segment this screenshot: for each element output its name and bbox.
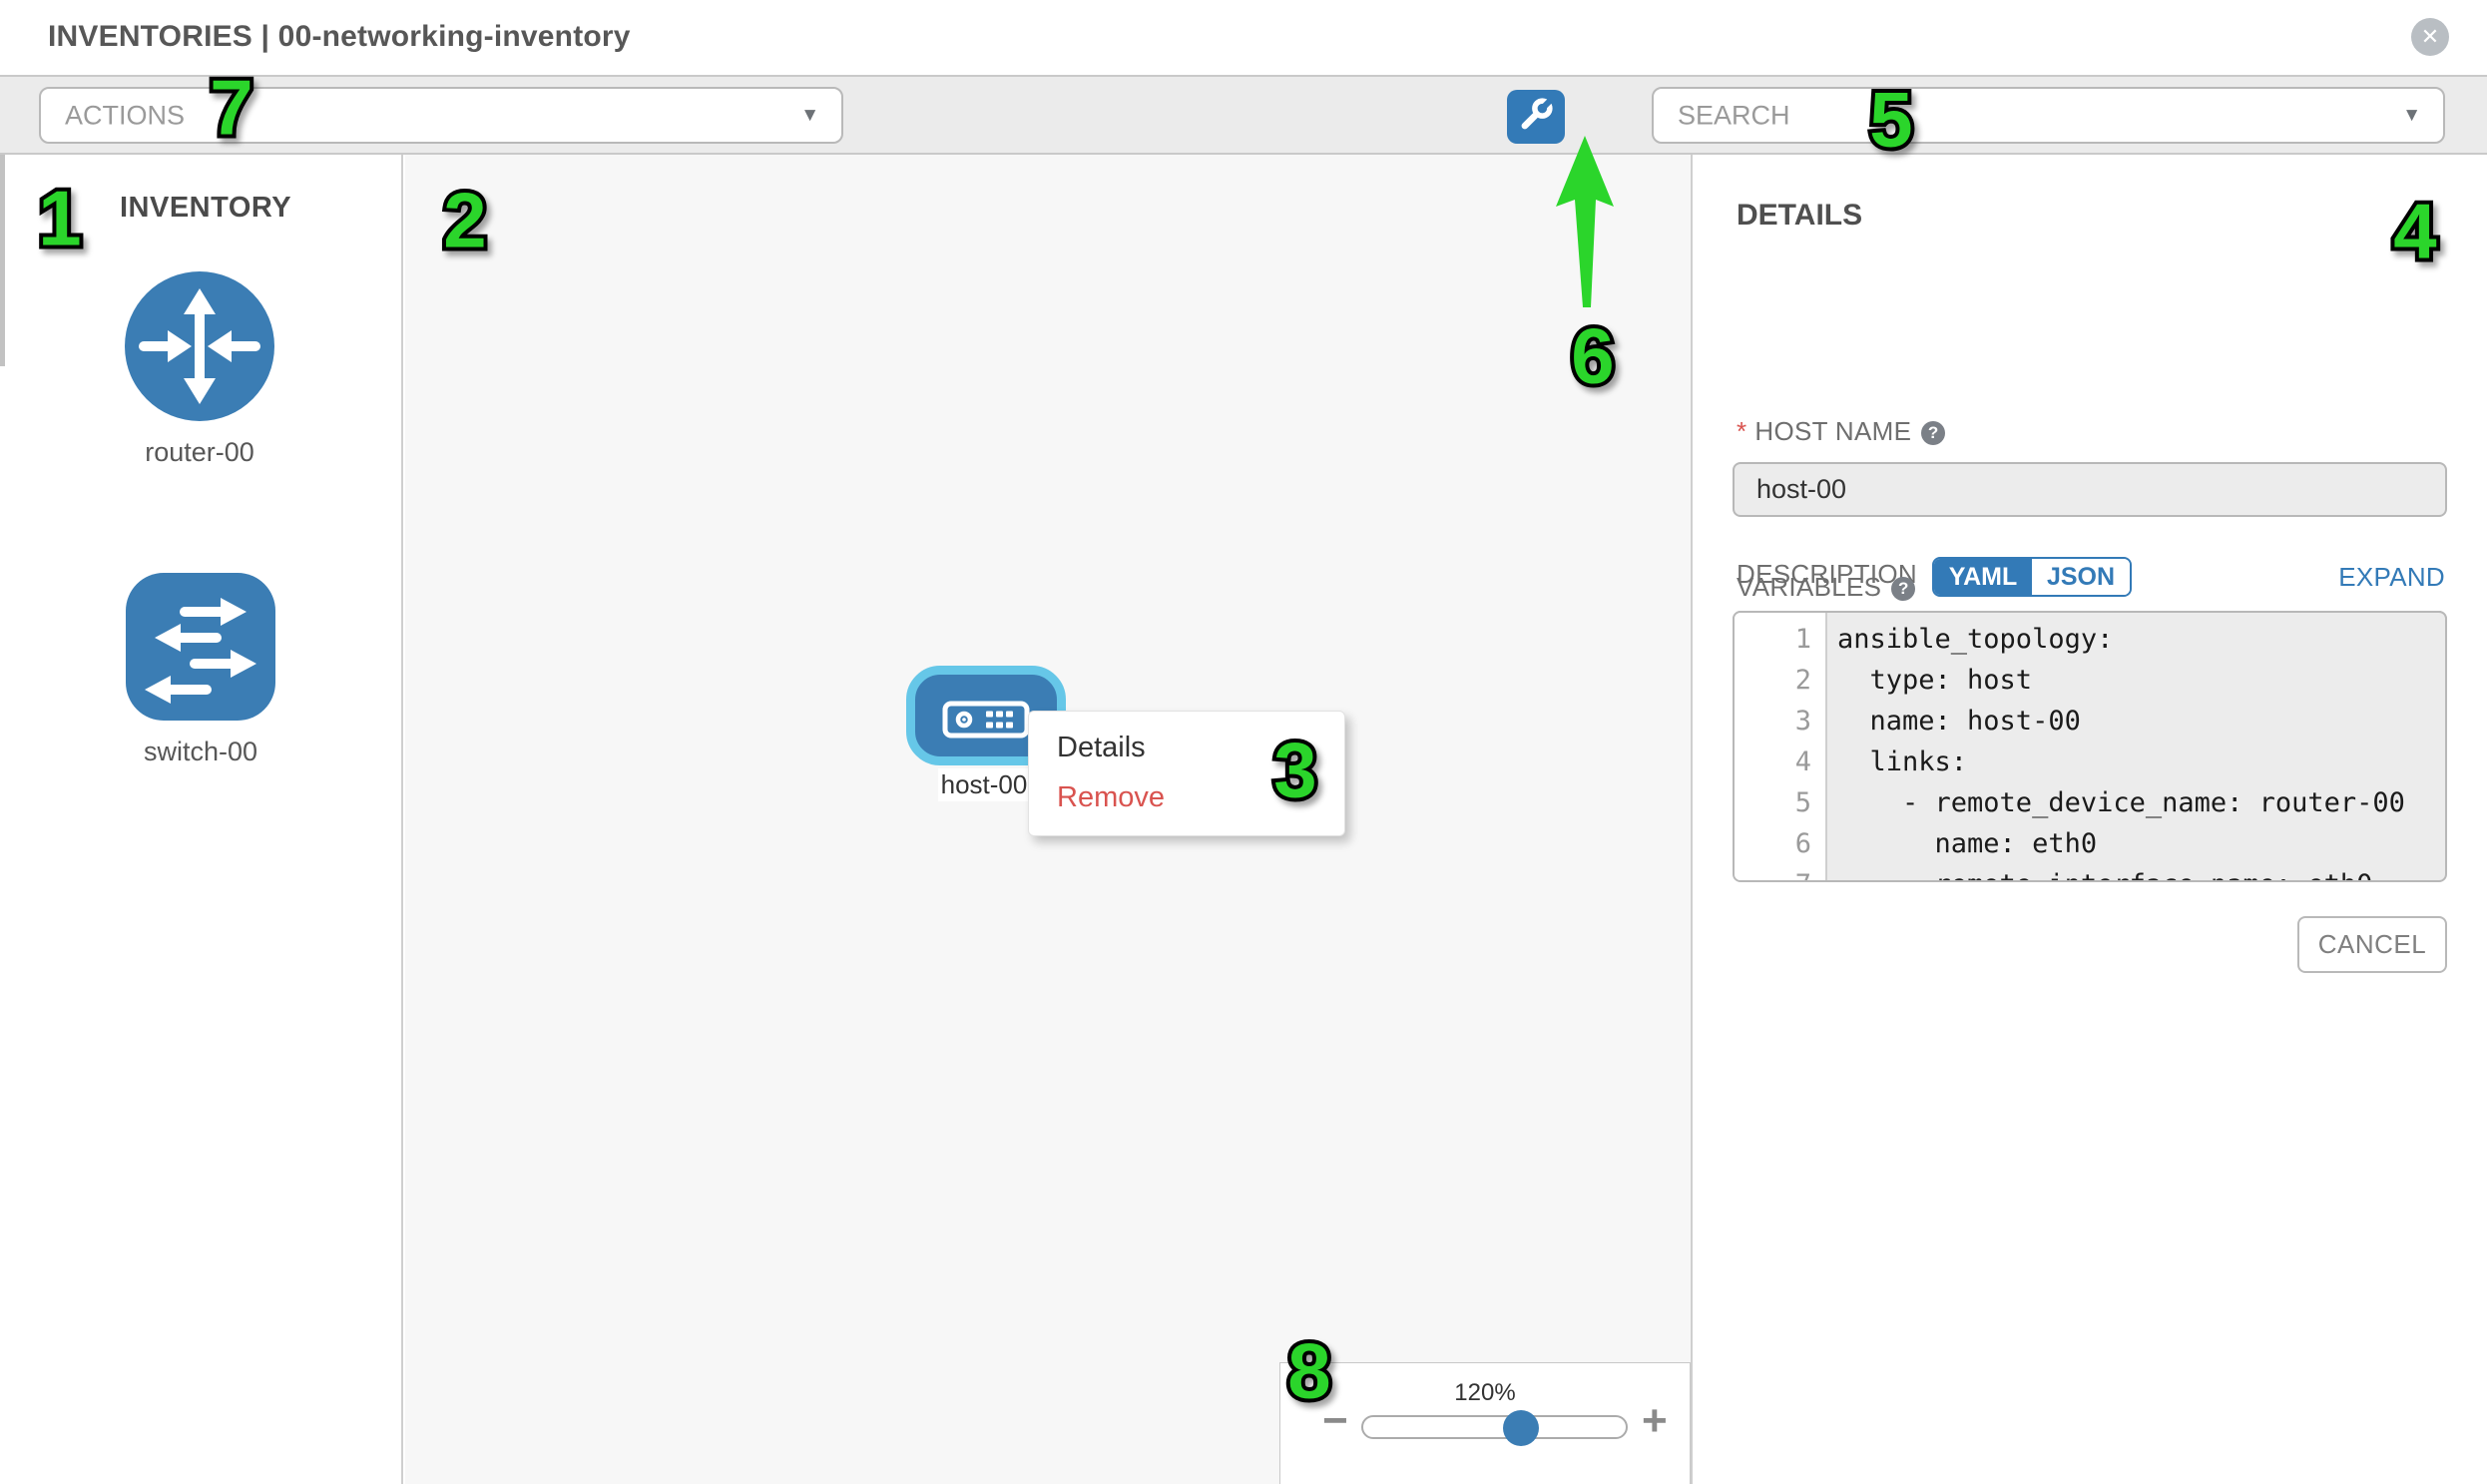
zoom-control: 120% − + [1279, 1362, 1691, 1484]
cancel-button[interactable]: CANCEL [2297, 916, 2447, 973]
zoom-level: 120% [1454, 1379, 1516, 1406]
search-dropdown[interactable]: SEARCH ▼ [1652, 87, 2445, 144]
required-asterisk: * [1737, 416, 1747, 446]
inventory-heading: INVENTORY [120, 192, 292, 224]
details-heading: DETAILS [1737, 199, 1863, 232]
host-name-input[interactable] [1733, 462, 2447, 517]
code-line: 7 remote_interface_name: eth0 [1735, 864, 2445, 880]
host-icon [942, 701, 1030, 739]
code-lines: 1 ansible_topology: 2 type: host 3 name: … [1735, 619, 2445, 880]
chevron-down-icon: ▼ [800, 104, 819, 126]
details-panel: DETAILS *HOST NAME? DESCRIPTION VARIABLE… [1691, 155, 2487, 1484]
device-label: router-00 [145, 437, 254, 467]
sidebar-item-switch[interactable]: switch-00 [125, 572, 276, 767]
expand-link[interactable]: EXPAND [2338, 562, 2445, 592]
zoom-slider[interactable] [1361, 1410, 1628, 1446]
json-toggle-button[interactable]: JSON [2032, 559, 2130, 595]
help-icon[interactable]: ? [1891, 577, 1916, 602]
router-icon [125, 271, 274, 421]
code-gutter [1735, 613, 1827, 880]
search-dropdown-label: SEARCH [1678, 100, 1790, 130]
switch-icon [126, 573, 275, 721]
host-name-label: * HOST NAME? [1737, 416, 1946, 447]
zoom-out-button[interactable]: − [1322, 1396, 1348, 1445]
header-bar: INVENTORIES | 00-networking-inventory ✕ [0, 0, 2487, 75]
toolbar: ACTIONS ▼ SEARCH [0, 75, 2487, 206]
host-node-label: host-00 [938, 768, 1030, 801]
code-line: 3 name: host-00 [1794, 706, 2081, 737]
code-line: 1 ansible_topology: [1794, 624, 2114, 655]
yaml-toggle-button[interactable]: YAML [1934, 559, 2032, 595]
close-icon[interactable]: ✕ [2411, 18, 2449, 56]
context-menu: Details Remove [1028, 711, 1345, 836]
variables-code-editor[interactable]: 1 ansible_topology: 2 type: host 3 name: … [1733, 611, 2447, 882]
variables-label: VARIABLES? [1737, 572, 1916, 603]
sidebar-item-router[interactable]: router-00 [124, 270, 275, 468]
code-line: 6 name: eth0 [1794, 828, 2098, 859]
actions-dropdown-label: ACTIONS [65, 100, 186, 130]
device-label: switch-00 [143, 737, 258, 766]
sidebar-scrollbar[interactable] [0, 155, 5, 366]
menu-item-details[interactable]: Details [1057, 732, 1146, 763]
page-title: INVENTORIES | 00-networking-inventory [48, 20, 631, 53]
help-icon[interactable]: ? [1921, 421, 1946, 446]
code-line: 4 links: [1794, 746, 1968, 777]
variables-format-toggle: YAML JSON [1932, 557, 2132, 597]
code-line: 2 type: host [1794, 665, 2033, 696]
actions-dropdown[interactable]: ACTIONS ▼ [39, 87, 843, 144]
wrench-icon [1521, 98, 1553, 130]
zoom-slider-handle[interactable] [1502, 1410, 1539, 1446]
zoom-in-button[interactable]: + [1642, 1396, 1668, 1445]
code-line: 5 - remote_device_name: router-00 [1794, 787, 2405, 818]
menu-item-remove[interactable]: Remove [1057, 781, 1165, 813]
description-label: DESCRIPTION [1737, 559, 1917, 589]
chevron-down-icon: ▼ [2402, 104, 2421, 126]
tools-button[interactable] [1507, 90, 1565, 144]
